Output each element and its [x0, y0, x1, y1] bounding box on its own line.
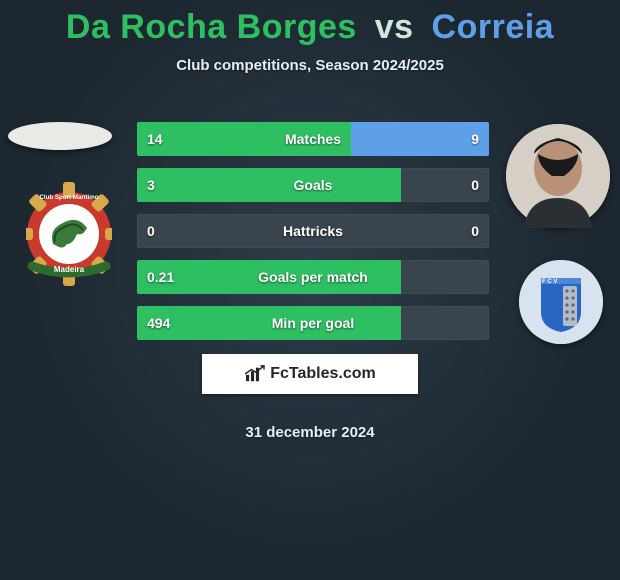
- svg-text:F C V: F C V: [542, 279, 557, 285]
- bar-right-value: 0: [471, 177, 479, 193]
- bar-left-value: 0: [147, 223, 155, 239]
- player2-name: Correia: [432, 8, 555, 46]
- bar-chart-icon: [244, 365, 266, 383]
- svg-text:Madeira: Madeira: [54, 265, 85, 274]
- player1-club-badge: Madeira Club Sport Marítimo: [26, 178, 112, 290]
- bar-metric-label: Hattricks: [137, 223, 489, 239]
- player1-photo: [8, 122, 112, 150]
- bar-left-fill: [137, 122, 351, 156]
- comparison-title: Da Rocha Borges vs Correia: [0, 0, 620, 47]
- player2-club-badge: F C V: [519, 260, 603, 344]
- bar-right-value: 0: [471, 223, 479, 239]
- bar-row-mpg: 494 Min per goal: [137, 306, 489, 340]
- player2-photo: [506, 124, 610, 228]
- bar-row-gpm: 0.21 Goals per match: [137, 260, 489, 294]
- player1-name: Da Rocha Borges: [66, 8, 357, 46]
- brand-box: FcTables.com: [202, 354, 418, 394]
- date-text: 31 december 2024: [0, 424, 620, 441]
- bar-row-hattricks: 0 Hattricks 0: [137, 214, 489, 248]
- svg-text:Club Sport Marítimo: Club Sport Marítimo: [39, 194, 98, 201]
- bar-left-fill: [137, 306, 401, 340]
- brand-text: FcTables.com: [270, 365, 376, 383]
- bar-left-fill: [137, 168, 401, 202]
- vs-label: vs: [375, 8, 414, 46]
- bar-right-fill: [351, 122, 489, 156]
- bar-row-matches: 14 Matches 9: [137, 122, 489, 156]
- competition-subtitle: Club competitions, Season 2024/2025: [0, 57, 620, 74]
- bar-left-fill: [137, 260, 401, 294]
- comparison-bars: 14 Matches 9 3 Goals 0 0 Hattricks 0 0.2…: [137, 122, 489, 352]
- bar-row-goals: 3 Goals 0: [137, 168, 489, 202]
